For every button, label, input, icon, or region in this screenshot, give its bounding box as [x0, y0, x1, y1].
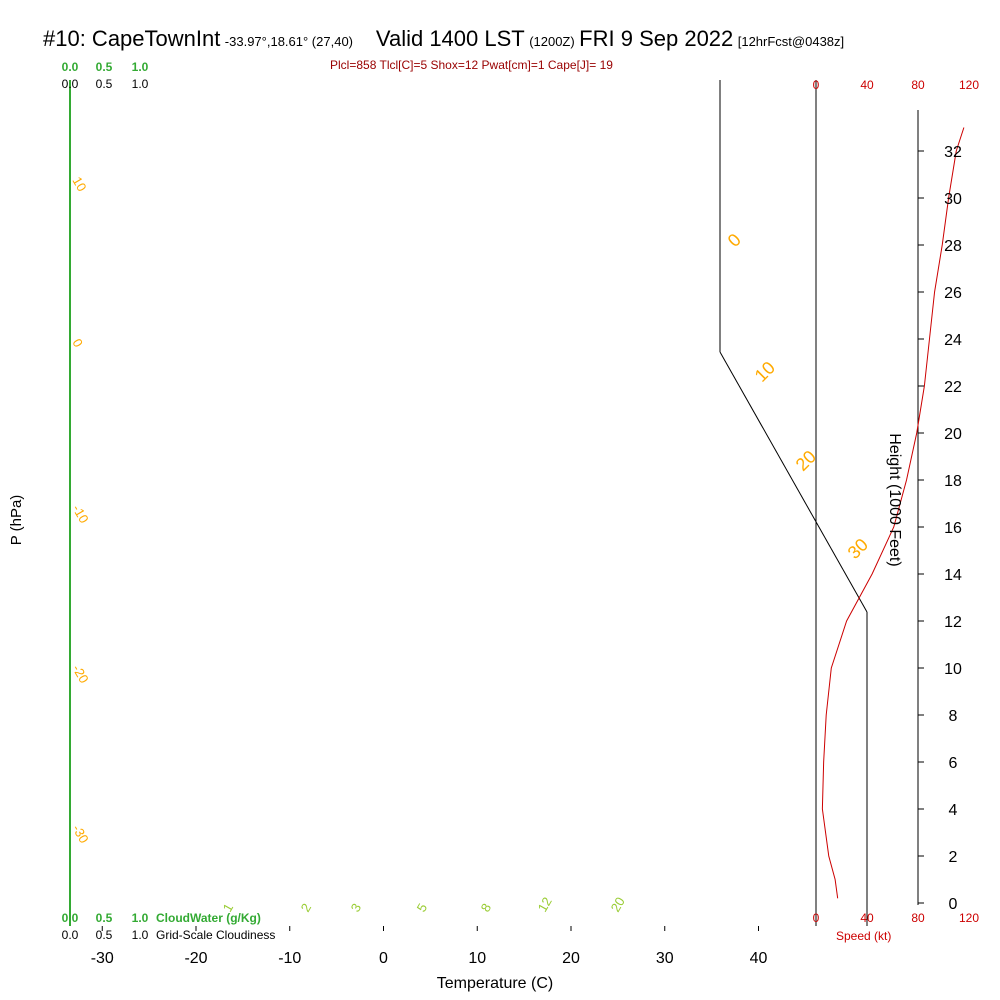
- wind-panel: [821, 127, 965, 899]
- height-tick-label: 32: [944, 144, 962, 161]
- height-tick-label: 14: [944, 567, 962, 584]
- height-tick-label: 10: [944, 661, 962, 678]
- isotherm-label: 10: [751, 358, 779, 386]
- x-tick-label: -20: [184, 950, 207, 967]
- height-axis-label: Height (1000 Feet): [886, 433, 903, 566]
- cloudwater-scale-label-bottom: 0.0: [62, 911, 79, 925]
- title-coords: -33.97°,18.61° (27,40): [224, 34, 354, 49]
- x-tick-label: -10: [278, 950, 301, 967]
- height-tick-label: 18: [944, 473, 962, 490]
- cloudiness-scale-label-top: 0.5: [96, 77, 113, 91]
- height-tick-label: 16: [944, 520, 962, 537]
- height-tick-label: 12: [944, 614, 962, 631]
- dry-adiabat-label: -20: [69, 662, 91, 686]
- height-tick-label: 22: [944, 379, 962, 396]
- cloudiness-label: Grid-Scale Cloudiness: [156, 928, 275, 942]
- chart-title: #10: CapeTownInt -33.97°,18.61° (27,40) …: [43, 26, 844, 52]
- x-tick-label: 30: [656, 950, 674, 967]
- dry-adiabat-label: -10: [69, 502, 91, 526]
- x-tick-label: 40: [750, 950, 768, 967]
- plot-frame: [69, 80, 919, 926]
- x-tick-label: 20: [562, 950, 580, 967]
- cloudwater-scale-label-bottom: 0.5: [96, 911, 113, 925]
- height-tick-label: 6: [949, 755, 958, 772]
- height-tick-label: 2: [949, 849, 958, 866]
- title-valid: Valid 1400 LST: [375, 26, 525, 51]
- height-tick-label: 8: [949, 708, 958, 725]
- x-axis-label: Temperature (C): [437, 975, 553, 992]
- mixing-ratio-label: 20: [608, 894, 628, 914]
- cloudiness-scale-label-bottom: 0.0: [62, 928, 79, 942]
- speed-tick-label-bottom: 0: [813, 911, 820, 925]
- speed-axis-label: Speed (kt): [836, 929, 891, 943]
- chart-subtitle: Plcl=858 Tlcl[C]=5 Shox=12 Pwat[cm]=1 Ca…: [330, 58, 613, 72]
- title-station: #10: CapeTownInt: [43, 26, 221, 51]
- cloudwater-scale-label-top: 0.5: [96, 60, 113, 74]
- height-tick-label: 4: [949, 802, 958, 819]
- title-zulu: (1200Z): [529, 34, 575, 49]
- title-forecast: [12hrFcst@0438z]: [737, 34, 845, 49]
- speed-tick-label-top: 80: [911, 78, 925, 92]
- wind-speed-profile: [821, 127, 965, 899]
- speed-tick-label-bottom: 120: [959, 911, 979, 925]
- speed-tick-label-top: 40: [860, 78, 874, 92]
- mixing-ratio-label: 3: [348, 901, 365, 915]
- height-tick-label: 20: [944, 426, 962, 443]
- cloudiness-scale-label-top: 1.0: [132, 77, 149, 91]
- speed-tick-label-bottom: 80: [911, 911, 925, 925]
- x-tick-label: 10: [468, 950, 486, 967]
- dry-adiabat-label: -30: [69, 822, 91, 846]
- height-tick-label: 30: [944, 191, 962, 208]
- y-axis-label: P (hPa): [8, 495, 25, 546]
- dry-adiabat-label: 10: [69, 174, 89, 194]
- speed-tick-label-top: 0: [813, 78, 820, 92]
- cloudwater-scale-label-top: 0.0: [62, 60, 79, 74]
- mixing-ratio-label: 12: [535, 894, 555, 914]
- cloudiness-scale-label-top: 0.0: [62, 77, 79, 91]
- cloudwater-scale-label-bottom: 1.0: [132, 911, 149, 925]
- frame-diagonal-edge: [719, 351, 868, 613]
- speed-tick-label-bottom: 40: [860, 911, 874, 925]
- isotherm-label: 0: [724, 230, 745, 251]
- mixing-ratio-label: 2: [298, 901, 315, 915]
- cloudwater-label: CloudWater (g/Kg): [156, 911, 261, 925]
- cloudiness-scale-label-bottom: 0.5: [96, 928, 113, 942]
- height-tick-label: 26: [944, 285, 962, 302]
- isotherm-label: 30: [844, 535, 872, 563]
- dry-adiabat-label: 0: [69, 336, 86, 350]
- speed-tick-label-top: 120: [959, 78, 979, 92]
- height-tick-label: 24: [944, 332, 962, 349]
- x-tick-label: 0: [379, 950, 388, 967]
- mixing-ratio-label: 5: [414, 901, 431, 915]
- cloudiness-scale-label-bottom: 1.0: [132, 928, 149, 942]
- x-tick-label: -30: [91, 950, 114, 967]
- height-tick-label: 28: [944, 238, 962, 255]
- mixing-ratio-label: 8: [478, 901, 495, 915]
- height-tick-label: 0: [949, 896, 958, 913]
- title-date: FRI 9 Sep 2022: [579, 26, 734, 51]
- cloudwater-scale-label-top: 1.0: [132, 60, 149, 74]
